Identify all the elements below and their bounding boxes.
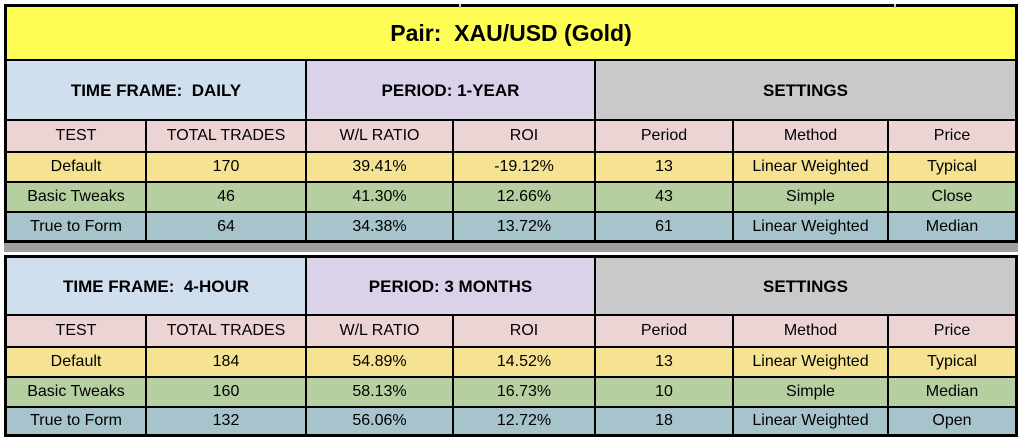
cell-wl-ratio: 58.13% — [307, 378, 452, 406]
cell-price: Median — [889, 378, 1015, 406]
cell-method: Linear Weighted — [734, 408, 887, 434]
cell-period: 13 — [596, 153, 732, 181]
column-header-test: TEST — [7, 121, 145, 151]
results-sheet: Pair: XAU/USD (Gold) TIME FRAME: DAILY P… — [4, 4, 1018, 437]
cell-total-trades: 46 — [147, 183, 305, 211]
table-separator — [4, 243, 1018, 252]
cell-wl-ratio: 56.06% — [307, 408, 452, 434]
cell-price: Open — [889, 408, 1015, 434]
cell-method: Linear Weighted — [734, 348, 887, 376]
cell-method: Linear Weighted — [734, 153, 887, 181]
cell-roi: 16.73% — [454, 378, 594, 406]
column-header-wl-ratio: W/L RATIO — [307, 121, 452, 151]
cell-price: Typical — [889, 348, 1015, 376]
cell-test: Basic Tweaks — [7, 378, 145, 406]
table-separator-gap — [4, 252, 1018, 255]
four-hour-period-header: PERIOD: 3 MONTHS — [307, 258, 594, 314]
cell-total-trades: 132 — [147, 408, 305, 434]
column-header-roi: ROI — [454, 316, 594, 346]
cell-wl-ratio: 54.89% — [307, 348, 452, 376]
cell-period: 61 — [596, 213, 732, 240]
cell-wl-ratio: 41.30% — [307, 183, 452, 211]
cell-roi: -19.12% — [454, 153, 594, 181]
four-hour-timeframe-header: TIME FRAME: 4-HOUR — [7, 258, 305, 314]
cell-test: True to Form — [7, 408, 145, 434]
cell-price: Typical — [889, 153, 1015, 181]
cell-test: Basic Tweaks — [7, 183, 145, 211]
cell-method: Linear Weighted — [734, 213, 887, 240]
four-hour-settings-header: SETTINGS — [596, 258, 1015, 314]
cell-method: Simple — [734, 378, 887, 406]
column-header-price: Price — [889, 316, 1015, 346]
column-header-period: Period — [596, 316, 732, 346]
column-header-total-trades: TOTAL TRADES — [147, 121, 305, 151]
cell-test: True to Form — [7, 213, 145, 240]
cell-wl-ratio: 39.41% — [307, 153, 452, 181]
daily-period-header: PERIOD: 1-YEAR — [307, 61, 594, 119]
cell-period: 43 — [596, 183, 732, 211]
column-header-period: Period — [596, 121, 732, 151]
column-header-wl-ratio: W/L RATIO — [307, 316, 452, 346]
gridline-tick — [894, 4, 896, 8]
daily-settings-header: SETTINGS — [596, 61, 1015, 119]
cell-roi: 12.72% — [454, 408, 594, 434]
cell-test: Default — [7, 153, 145, 181]
column-header-price: Price — [889, 121, 1015, 151]
cell-total-trades: 170 — [147, 153, 305, 181]
column-header-test: TEST — [7, 316, 145, 346]
column-header-roi: ROI — [454, 121, 594, 151]
cell-period: 18 — [596, 408, 732, 434]
pair-title: Pair: XAU/USD (Gold) — [7, 7, 1015, 59]
cell-period: 10 — [596, 378, 732, 406]
cell-roi: 14.52% — [454, 348, 594, 376]
cell-price: Close — [889, 183, 1015, 211]
cell-total-trades: 184 — [147, 348, 305, 376]
cell-total-trades: 64 — [147, 213, 305, 240]
cell-price: Median — [889, 213, 1015, 240]
column-header-method: Method — [734, 121, 887, 151]
daily-table: Pair: XAU/USD (Gold) TIME FRAME: DAILY P… — [4, 4, 1018, 243]
daily-timeframe-header: TIME FRAME: DAILY — [7, 61, 305, 119]
cell-roi: 12.66% — [454, 183, 594, 211]
cell-period: 13 — [596, 348, 732, 376]
column-header-method: Method — [734, 316, 887, 346]
gridline-tick — [459, 4, 461, 8]
cell-total-trades: 160 — [147, 378, 305, 406]
cell-wl-ratio: 34.38% — [307, 213, 452, 240]
cell-method: Simple — [734, 183, 887, 211]
cell-test: Default — [7, 348, 145, 376]
cell-roi: 13.72% — [454, 213, 594, 240]
column-header-total-trades: TOTAL TRADES — [147, 316, 305, 346]
four-hour-table: TIME FRAME: 4-HOUR PERIOD: 3 MONTHS SETT… — [4, 255, 1018, 437]
